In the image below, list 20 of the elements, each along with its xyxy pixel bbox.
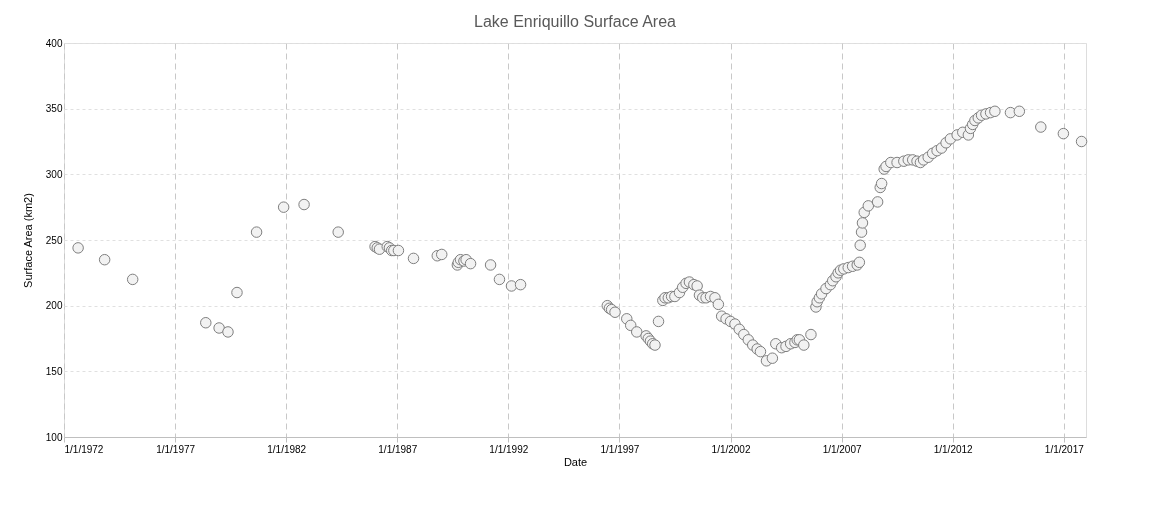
y-tick-label: 350 bbox=[45, 103, 63, 115]
y-tick-label: 200 bbox=[45, 300, 63, 312]
y-tick-label: 300 bbox=[45, 168, 63, 180]
x-tick-label: 1/1/2002 bbox=[711, 443, 751, 455]
x-tick-label: 1/1/1972 bbox=[64, 443, 104, 455]
x-tick-label: 1/1/1977 bbox=[156, 443, 196, 455]
y-tick-label: 100 bbox=[45, 431, 63, 443]
x-tick-label: 1/1/1997 bbox=[600, 443, 640, 455]
x-tick-label: 1/1/1982 bbox=[267, 443, 307, 455]
y-axis-title: Surface Area (km2) bbox=[21, 193, 34, 288]
chart-title: Lake Enriquillo Surface Area bbox=[474, 13, 677, 30]
x-tick-label: 1/1/2007 bbox=[822, 443, 862, 455]
x-tick-label: 1/1/1987 bbox=[378, 443, 418, 455]
y-tick-label: 400 bbox=[45, 37, 63, 49]
x-axis-title: Date bbox=[563, 455, 588, 468]
y-tick-label: 250 bbox=[45, 234, 63, 246]
y-tick-label: 150 bbox=[45, 365, 63, 377]
x-tick-label: 1/1/1992 bbox=[489, 443, 529, 455]
x-tick-label: 1/1/2012 bbox=[933, 443, 974, 455]
x-tick-label: 1/1/2017 bbox=[1044, 443, 1085, 455]
